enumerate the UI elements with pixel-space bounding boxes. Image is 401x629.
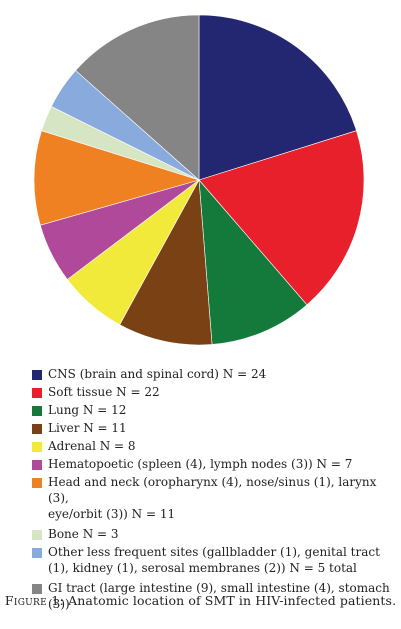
- legend-item-cns: CNS (brain and spinal cord) N = 24: [26, 366, 396, 382]
- legend: CNS (brain and spinal cord) N = 24 Soft …: [26, 366, 396, 614]
- pie-slice-lung: [198, 179, 308, 345]
- pie-slice-cns: [198, 14, 357, 181]
- figure-label: Figure 1:: [4, 593, 65, 608]
- pie-slice-head-and-neck: [33, 130, 201, 226]
- legend-item-soft-tissue: Soft tissue N = 22: [26, 384, 396, 400]
- legend-item-adrenal: Adrenal N = 8: [26, 438, 396, 454]
- pie-slice-soft-tissue: [198, 130, 365, 306]
- legend-label-cns: CNS (brain and spinal cord) N = 24: [48, 367, 267, 381]
- legend-swatch-hematopoetic: [32, 460, 42, 470]
- legend-swatch-cns: [32, 370, 42, 380]
- legend-item-hematopoetic: Hematopoetic (spleen (4), lymph nodes (3…: [26, 456, 396, 472]
- figure-caption-text: Anatomic location of SMT in HIV-infected…: [64, 593, 397, 608]
- legend-label-other-sites: Other less frequent sites (gallbladder (…: [48, 545, 380, 575]
- legend-item-liver: Liver N = 11: [26, 420, 396, 436]
- legend-swatch-adrenal: [32, 442, 42, 452]
- legend-item-gi-tract: GI tract (large intestine (9), small int…: [26, 580, 396, 612]
- legend-label-hematopoetic: Hematopoetic (spleen (4), lymph nodes (3…: [48, 457, 353, 471]
- legend-label-adrenal: Adrenal N = 8: [48, 439, 136, 453]
- pie-slice-liver: [119, 178, 213, 346]
- legend-item-head-and-neck: Head and neck (oropharynx (4), nose/sinu…: [26, 474, 396, 522]
- legend-item-bone: Bone N = 3: [26, 526, 396, 542]
- legend-swatch-head-and-neck: [32, 478, 42, 488]
- legend-swatch-soft-tissue: [32, 388, 42, 398]
- figure-caption: Figure 1: Anatomic location of SMT in HI…: [0, 593, 401, 608]
- legend-item-lung: Lung N = 12: [26, 402, 396, 418]
- pie-slice-gi-tract: [75, 14, 200, 181]
- legend-label-bone: Bone N = 3: [48, 527, 119, 541]
- legend-label-gi-tract: GI tract (large intestine (9), small int…: [48, 581, 390, 611]
- legend-swatch-bone: [32, 530, 42, 540]
- legend-label-lung: Lung N = 12: [48, 403, 127, 417]
- legend-label-soft-tissue: Soft tissue N = 22: [48, 385, 160, 399]
- legend-swatch-other-sites: [32, 548, 42, 558]
- legend-label-liver: Liver N = 11: [48, 421, 127, 435]
- legend-item-other-sites: Other less frequent sites (gallbladder (…: [26, 544, 396, 576]
- legend-swatch-lung: [32, 406, 42, 416]
- pie-chart: [33, 14, 365, 346]
- legend-label-head-and-neck: Head and neck (oropharynx (4), nose/sinu…: [48, 475, 377, 521]
- legend-swatch-liver: [32, 424, 42, 434]
- legend-swatch-gi-tract: [32, 584, 42, 594]
